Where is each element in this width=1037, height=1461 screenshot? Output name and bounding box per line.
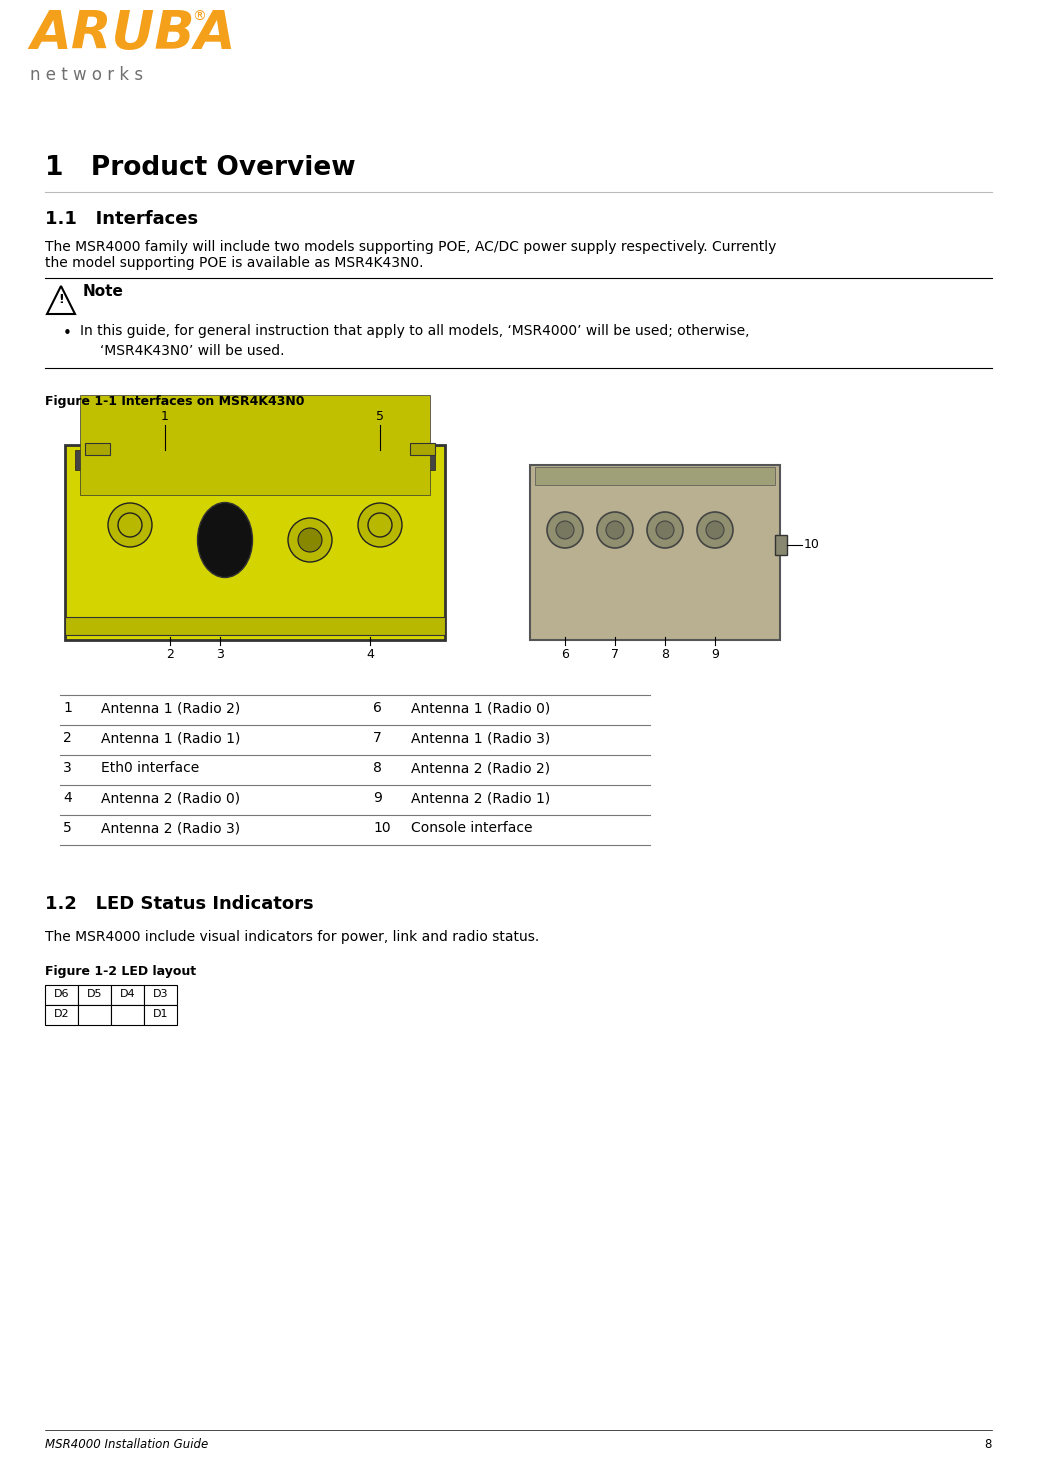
Text: 1.1   Interfaces: 1.1 Interfaces — [45, 210, 198, 228]
Bar — [80, 394, 430, 495]
Bar — [530, 465, 780, 640]
Text: 1: 1 — [63, 701, 72, 714]
Text: 1   Product Overview: 1 Product Overview — [45, 155, 356, 181]
Text: Note: Note — [83, 283, 123, 300]
Text: 5: 5 — [63, 821, 72, 836]
Text: •: • — [63, 326, 72, 340]
Text: 8: 8 — [984, 1438, 992, 1451]
Text: 2: 2 — [166, 649, 174, 660]
Text: ‘MSR4K43N0’ will be used.: ‘MSR4K43N0’ will be used. — [100, 343, 284, 358]
Text: In this guide, for general instruction that apply to all models, ‘MSR4000’ will : In this guide, for general instruction t… — [80, 324, 750, 337]
Bar — [144, 985, 177, 1005]
Text: Figure 1-1 Interfaces on MSR4K43N0: Figure 1-1 Interfaces on MSR4K43N0 — [45, 394, 305, 408]
Circle shape — [597, 511, 633, 548]
Bar — [111, 985, 144, 1005]
Text: ARUBA: ARUBA — [30, 7, 235, 60]
Text: 10: 10 — [373, 821, 391, 836]
Bar — [775, 535, 787, 555]
Text: Antenna 1 (Radio 3): Antenna 1 (Radio 3) — [411, 730, 551, 745]
Bar — [65, 446, 445, 640]
Bar — [45, 985, 78, 1005]
Circle shape — [288, 519, 332, 562]
Circle shape — [656, 522, 674, 539]
Text: 4: 4 — [63, 790, 72, 805]
Text: Antenna 2 (Radio 0): Antenna 2 (Radio 0) — [101, 790, 241, 805]
Text: 5: 5 — [376, 411, 384, 424]
Text: 8: 8 — [661, 649, 669, 660]
Text: the model supporting POE is available as MSR4K43N0.: the model supporting POE is available as… — [45, 256, 423, 270]
Text: n e t w o r k s: n e t w o r k s — [30, 66, 143, 83]
Text: 9: 9 — [373, 790, 382, 805]
Text: The MSR4000 family will include two models supporting POE, AC/DC power supply re: The MSR4000 family will include two mode… — [45, 240, 777, 254]
Text: 2: 2 — [63, 730, 72, 745]
Text: MSR4000 Installation Guide: MSR4000 Installation Guide — [45, 1438, 208, 1451]
Text: 7: 7 — [611, 649, 619, 660]
Text: D1: D1 — [152, 1010, 168, 1018]
Text: D2: D2 — [54, 1010, 69, 1018]
Text: D3: D3 — [152, 989, 168, 999]
Bar — [75, 450, 435, 470]
Bar — [111, 1005, 144, 1026]
Text: 8: 8 — [373, 761, 382, 774]
Text: 7: 7 — [373, 730, 382, 745]
Text: 6: 6 — [561, 649, 569, 660]
Bar — [535, 468, 775, 485]
Circle shape — [546, 511, 583, 548]
Text: D5: D5 — [87, 989, 103, 999]
Text: 10: 10 — [804, 539, 820, 551]
Text: 4: 4 — [366, 649, 374, 660]
Ellipse shape — [197, 503, 252, 577]
Bar — [45, 1005, 78, 1026]
Text: Antenna 2 (Radio 1): Antenna 2 (Radio 1) — [411, 790, 551, 805]
Text: Figure 1-2 LED layout: Figure 1-2 LED layout — [45, 966, 196, 977]
Text: ®: ® — [192, 10, 206, 23]
Text: The MSR4000 include visual indicators for power, link and radio status.: The MSR4000 include visual indicators fo… — [45, 931, 539, 944]
Text: Console interface: Console interface — [411, 821, 533, 836]
Bar — [65, 617, 445, 636]
Text: Antenna 1 (Radio 0): Antenna 1 (Radio 0) — [411, 701, 551, 714]
Text: !: ! — [58, 294, 64, 305]
Circle shape — [368, 513, 392, 538]
Text: Antenna 1 (Radio 1): Antenna 1 (Radio 1) — [101, 730, 241, 745]
Bar — [85, 443, 110, 454]
Bar — [78, 1005, 111, 1026]
Circle shape — [647, 511, 683, 548]
Text: 1: 1 — [161, 411, 169, 424]
Text: Antenna 1 (Radio 2): Antenna 1 (Radio 2) — [101, 701, 241, 714]
Circle shape — [697, 511, 733, 548]
Text: D6: D6 — [54, 989, 69, 999]
Circle shape — [706, 522, 724, 539]
Circle shape — [108, 503, 152, 546]
Text: 3: 3 — [63, 761, 72, 774]
Text: 3: 3 — [216, 649, 224, 660]
Text: Eth0 interface: Eth0 interface — [101, 761, 199, 774]
Bar — [144, 1005, 177, 1026]
Bar — [410, 443, 435, 454]
Text: D4: D4 — [119, 989, 135, 999]
Text: Antenna 2 (Radio 2): Antenna 2 (Radio 2) — [411, 761, 550, 774]
Text: 1.2   LED Status Indicators: 1.2 LED Status Indicators — [45, 896, 313, 913]
Circle shape — [606, 522, 624, 539]
Circle shape — [118, 513, 142, 538]
Text: 9: 9 — [711, 649, 719, 660]
Text: Antenna 2 (Radio 3): Antenna 2 (Radio 3) — [101, 821, 241, 836]
Bar — [78, 985, 111, 1005]
Circle shape — [556, 522, 574, 539]
Text: 6: 6 — [373, 701, 382, 714]
Circle shape — [298, 527, 323, 552]
Circle shape — [358, 503, 402, 546]
